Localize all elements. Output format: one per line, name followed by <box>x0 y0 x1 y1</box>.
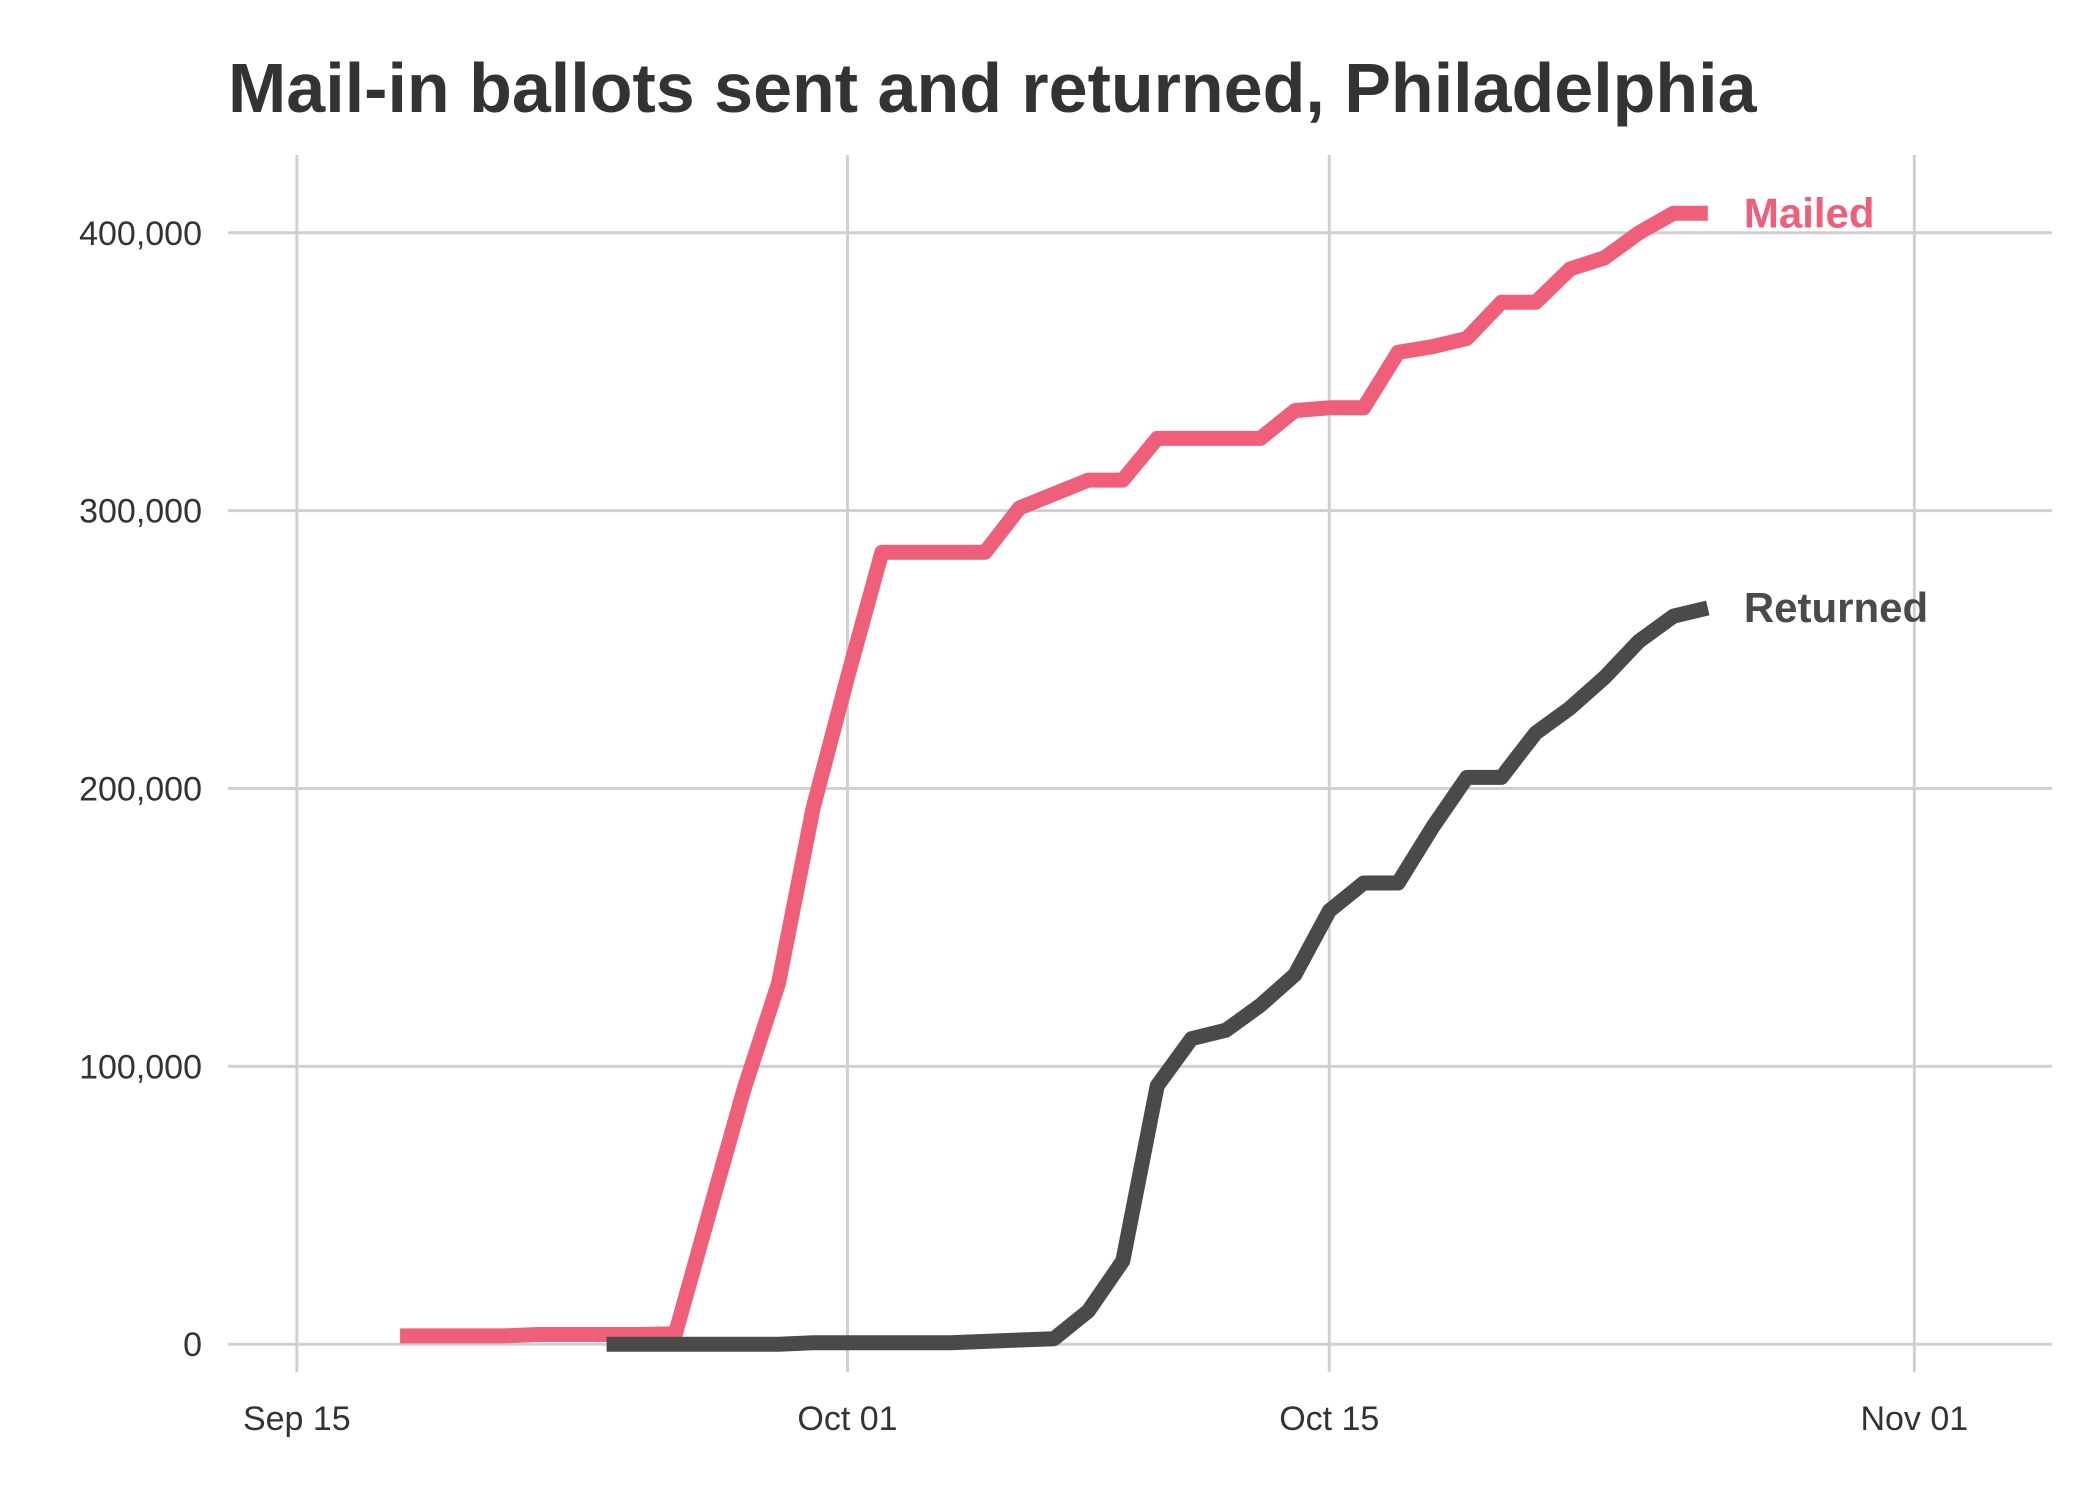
x-axis-tick-labels: Sep 15 Oct 01 Oct 15 Nov 01 <box>243 1400 1968 1438</box>
chart-title: Mail-in ballots sent and returned, Phila… <box>228 49 1758 127</box>
y-tick-label: 400,000 <box>79 215 202 253</box>
series-label-mailed: Mailed <box>1744 189 1875 236</box>
series-line-mailed <box>400 205 1708 1344</box>
y-gridlines <box>228 231 2052 1346</box>
series-line-returned <box>606 600 1710 1352</box>
series-labels: Mailed Returned <box>1744 189 1928 631</box>
series-lines <box>400 205 1710 1352</box>
y-axis-tick-labels: 0 100,000 200,000 300,000 400,000 <box>79 215 202 1364</box>
x-tick-label: Oct 01 <box>797 1400 897 1438</box>
x-gridlines <box>295 155 1916 1372</box>
x-tick-label: Sep 15 <box>243 1400 351 1438</box>
y-tick-label: 100,000 <box>79 1048 202 1086</box>
y-tick-label: 300,000 <box>79 493 202 531</box>
y-tick-label: 200,000 <box>79 771 202 809</box>
x-tick-label: Nov 01 <box>1860 1400 1968 1438</box>
x-tick-label: Oct 15 <box>1279 1400 1379 1438</box>
y-tick-label: 0 <box>183 1326 202 1364</box>
series-label-returned: Returned <box>1744 584 1928 631</box>
